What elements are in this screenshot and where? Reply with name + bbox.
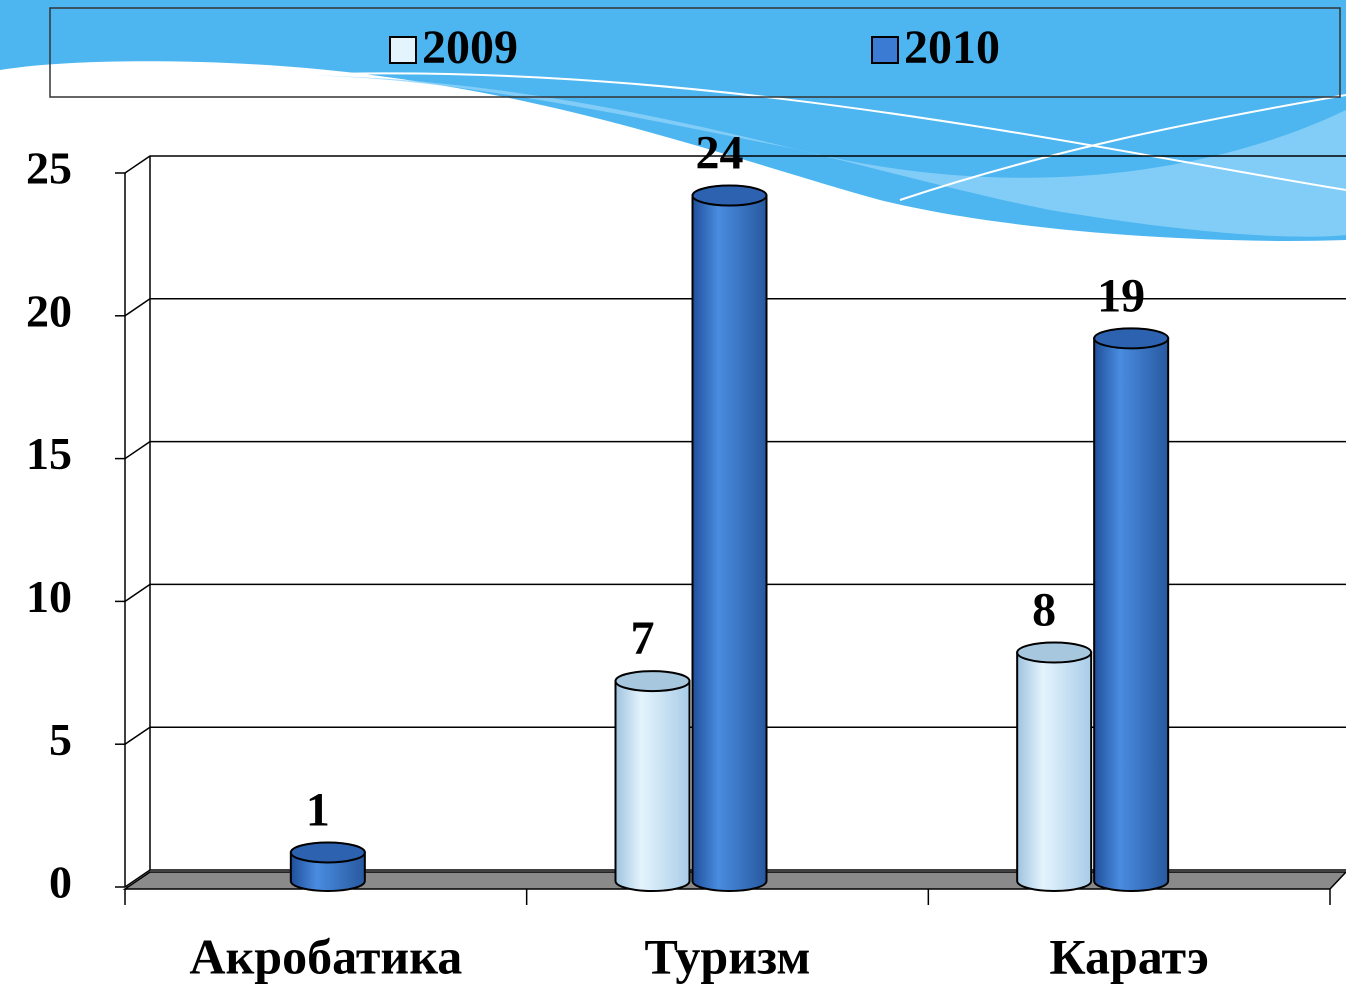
legend-swatch bbox=[872, 37, 898, 63]
y-tick-label: 10 bbox=[26, 571, 72, 622]
bar bbox=[616, 681, 690, 891]
legend-label: 2009 bbox=[422, 21, 518, 74]
data-label: 7 bbox=[631, 612, 655, 665]
x-tick-label: Каратэ bbox=[1049, 928, 1209, 984]
legend-swatch bbox=[390, 37, 416, 63]
data-label: 8 bbox=[1032, 584, 1056, 637]
decoration bbox=[0, 0, 1346, 241]
bar-top bbox=[291, 842, 365, 862]
y-tick-label: 15 bbox=[26, 428, 72, 479]
y-tick-label: 20 bbox=[26, 285, 72, 336]
bar bbox=[693, 196, 767, 891]
bar-top bbox=[1094, 328, 1168, 348]
y-tick-label: 25 bbox=[26, 143, 72, 194]
x-tick-label: Акробатика bbox=[189, 928, 462, 984]
legend-label: 2010 bbox=[904, 21, 1000, 74]
bar bbox=[1094, 338, 1168, 891]
bar-top bbox=[693, 186, 767, 206]
x-tick-label: Туризм bbox=[645, 928, 811, 984]
bar-top bbox=[616, 671, 690, 691]
data-label: 19 bbox=[1097, 269, 1145, 322]
chart: 0 5 10 15 20 25 Акробатика 1 Туризм 7 24 Каратэ 8 19 2… bbox=[0, 0, 1346, 993]
y-tick-label: 0 bbox=[49, 857, 72, 908]
data-label: 24 bbox=[696, 127, 744, 180]
bar bbox=[1017, 653, 1091, 891]
data-label: 1 bbox=[306, 783, 330, 836]
bar-top bbox=[1017, 643, 1091, 663]
y-tick-label: 5 bbox=[49, 714, 72, 765]
